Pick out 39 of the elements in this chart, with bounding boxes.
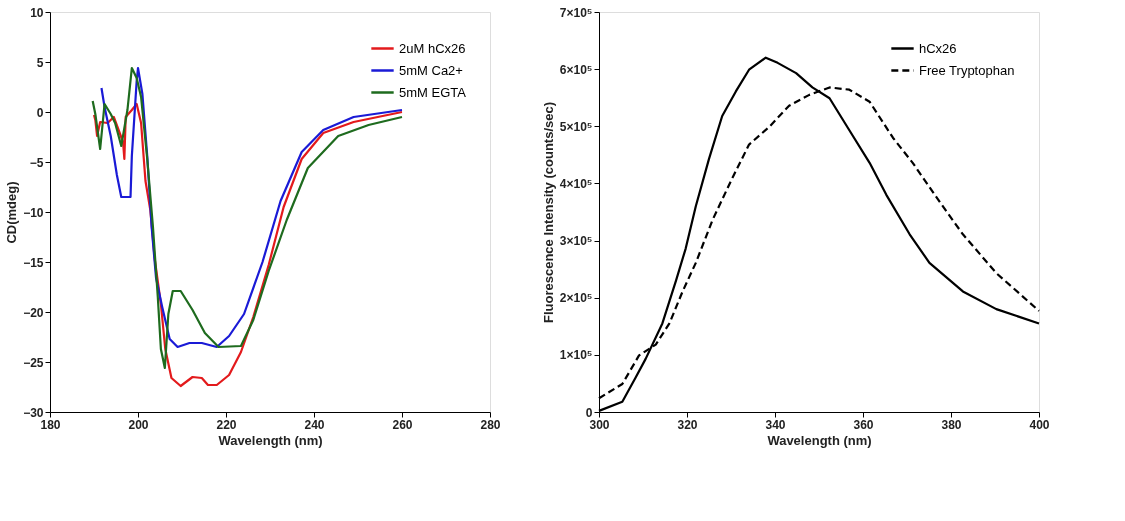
y-tick-label: 7×10⁵	[559, 5, 593, 20]
y-axis-title: Fluorescence Intensity (counts/sec)	[540, 101, 556, 324]
x-axis-title: Wavelength (nm)	[218, 432, 323, 448]
x-tick-label: 300	[589, 417, 610, 432]
y-tick-label: 5×10⁵	[559, 119, 593, 134]
x-tick-label: 240	[304, 417, 325, 432]
x-tick-label: 180	[40, 417, 61, 432]
legend-label: 5mM Ca2+	[399, 62, 463, 78]
x-tick-label: 260	[392, 417, 413, 432]
legend-label: 5mM EGTA	[399, 84, 467, 100]
x-tick-label: 320	[677, 417, 698, 432]
legend-label: 2uM hCx26	[399, 40, 466, 56]
y-axis-title: CD(mdeg)	[4, 181, 20, 244]
y-tick-label: −25	[23, 355, 44, 370]
y-tick-label: −20	[23, 305, 44, 320]
y-tick-label: −30	[23, 405, 44, 420]
x-tick-label: 280	[480, 417, 501, 432]
y-tick-label: 0	[36, 105, 44, 120]
y-tick-label: 10	[30, 5, 44, 20]
y-tick-label: 2×10⁵	[559, 291, 593, 306]
y-tick-label: 0	[585, 405, 593, 420]
y-tick-label: 5	[36, 55, 44, 70]
legend-label: hCx26	[919, 40, 957, 56]
x-axis-title: Wavelength (nm)	[767, 432, 872, 448]
y-tick-label: −5	[29, 155, 44, 170]
y-tick-label: 6×10⁵	[559, 62, 593, 77]
y-tick-label: −10	[23, 205, 44, 220]
x-tick-label: 200	[128, 417, 149, 432]
x-tick-label: 380	[941, 417, 962, 432]
legend-label: Free Tryptophan	[919, 62, 1015, 78]
y-tick-label: −15	[23, 255, 44, 270]
y-tick-label: 1×10⁵	[559, 348, 593, 363]
x-tick-label: 220	[216, 417, 237, 432]
x-tick-label: 340	[765, 417, 786, 432]
y-tick-label: 3×10⁵	[559, 234, 593, 249]
x-tick-label: 400	[1029, 417, 1050, 432]
line-series	[92, 102, 404, 388]
x-tick-label: 360	[853, 417, 874, 432]
y-tick-label: 4×10⁵	[559, 176, 593, 191]
